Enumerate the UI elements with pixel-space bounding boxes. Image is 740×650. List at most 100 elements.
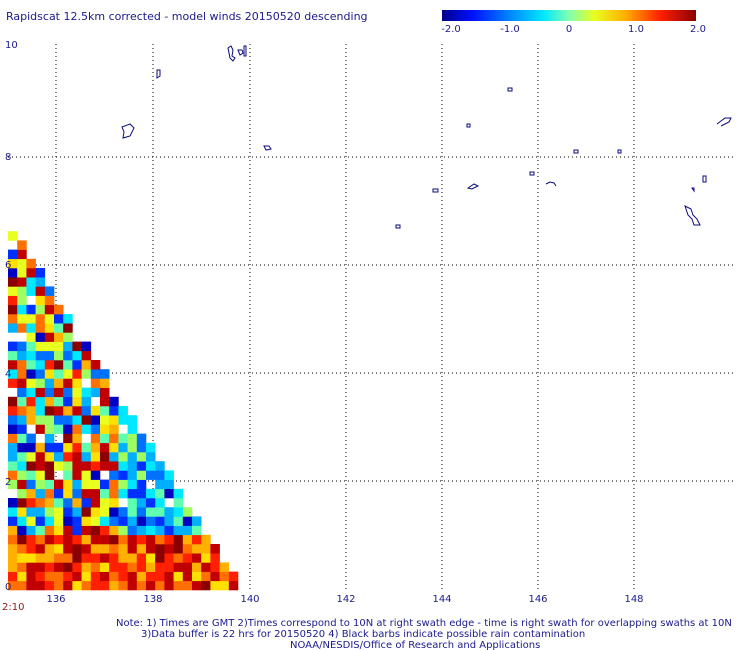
wind-cell	[35, 350, 46, 361]
wind-cell	[54, 553, 64, 563]
wind-cell	[26, 571, 36, 582]
wind-cell	[81, 461, 92, 471]
wind-cell	[17, 268, 27, 278]
wind-cell	[90, 442, 101, 453]
wind-cell	[146, 452, 156, 462]
wind-cell	[72, 369, 82, 379]
wind-cell	[17, 461, 27, 471]
wind-cell	[44, 498, 55, 508]
wind-cell	[90, 516, 101, 526]
wind-cell	[219, 562, 230, 572]
wind-cell	[72, 562, 82, 572]
wind-cell	[35, 360, 46, 370]
wind-cell	[182, 553, 193, 563]
wind-cell	[63, 415, 73, 425]
wind-cell	[146, 442, 156, 453]
wind-cell	[72, 498, 82, 508]
wind-cell	[136, 488, 147, 499]
wind-cell	[201, 562, 211, 572]
wind-cell	[35, 470, 46, 480]
wind-cell	[210, 544, 220, 554]
wind-cell	[90, 488, 101, 499]
wind-cell	[155, 562, 165, 572]
wind-cell	[81, 424, 92, 434]
wind-cell	[136, 553, 147, 563]
wind-cell	[127, 415, 138, 425]
wind-cell	[63, 525, 73, 536]
wind-cell	[118, 571, 128, 582]
wind-cell	[146, 534, 156, 545]
wind-cell	[8, 295, 18, 306]
wind-cell	[210, 580, 220, 591]
wind-cell	[192, 525, 202, 536]
wind-cell	[192, 544, 202, 554]
coastline-island	[545, 181, 557, 187]
coastline-island	[466, 123, 471, 128]
wind-cell	[118, 553, 128, 563]
wind-cell	[26, 332, 36, 342]
wind-cell	[35, 452, 46, 462]
wind-cell	[17, 369, 27, 379]
wind-cell	[35, 562, 46, 572]
wind-cell	[26, 323, 36, 333]
wind-cell	[109, 424, 119, 434]
wind-cell	[155, 553, 165, 563]
wind-cell	[81, 488, 92, 499]
wind-cell	[81, 580, 92, 591]
wind-cell	[164, 479, 174, 490]
wind-cell	[17, 479, 27, 490]
wind-cell	[118, 525, 128, 536]
wind-cell	[72, 580, 82, 591]
wind-cell	[54, 452, 64, 462]
wind-cell	[127, 544, 138, 554]
wind-cell	[35, 553, 46, 563]
wind-cell	[127, 562, 138, 572]
wind-cell	[127, 498, 138, 508]
wind-cell	[8, 571, 18, 582]
wind-cell	[35, 442, 46, 453]
wind-cell	[26, 580, 36, 591]
lat-label: 2	[5, 477, 11, 488]
wind-cell	[100, 571, 110, 582]
wind-cell	[81, 341, 92, 352]
wind-cell	[26, 350, 36, 361]
wind-cell	[8, 360, 18, 370]
wind-cell	[17, 488, 27, 499]
wind-cell	[90, 369, 101, 379]
wind-cell	[118, 562, 128, 572]
wind-cell	[44, 286, 55, 296]
wind-cell	[118, 516, 128, 526]
wind-cell	[72, 470, 82, 480]
wind-cell	[63, 580, 73, 591]
wind-cell	[44, 544, 55, 554]
wind-cell	[44, 387, 55, 398]
wind-cell	[17, 580, 27, 591]
wind-cell	[146, 562, 156, 572]
wind-cell	[72, 452, 82, 462]
wind-cell	[109, 562, 119, 572]
wind-cell	[127, 433, 138, 444]
wind-cell	[8, 424, 18, 434]
wind-cell	[127, 571, 138, 582]
wind-cell	[26, 304, 36, 315]
color-bar-tick: -2.0	[441, 24, 461, 35]
wind-cell	[17, 258, 27, 269]
wind-cell	[146, 507, 156, 517]
wind-cell	[63, 323, 73, 333]
wind-cell	[35, 488, 46, 499]
wind-cell	[72, 516, 82, 526]
wind-cell	[8, 415, 18, 425]
wind-cell	[8, 369, 18, 379]
lon-label: 138	[143, 594, 162, 605]
wind-cell	[109, 433, 119, 444]
wind-cell	[109, 396, 119, 407]
wind-cell	[81, 387, 92, 398]
wind-cell	[90, 562, 101, 572]
wind-cell	[17, 544, 27, 554]
wind-cell	[100, 488, 110, 499]
wind-cell	[192, 580, 202, 591]
wind-cell	[155, 488, 165, 499]
wind-cell	[146, 553, 156, 563]
wind-cell	[90, 415, 101, 425]
wind-cell	[63, 378, 73, 388]
